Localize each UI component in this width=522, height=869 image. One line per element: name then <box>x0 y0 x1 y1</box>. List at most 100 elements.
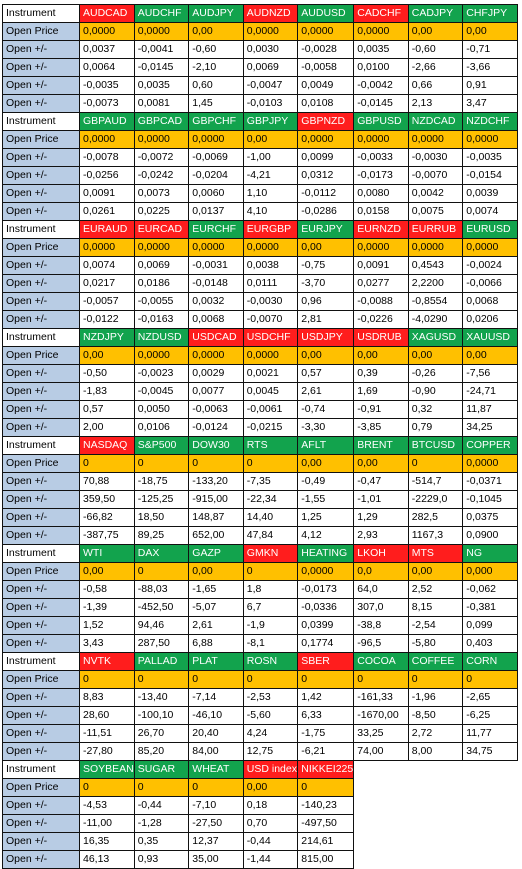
open-delta-cell[interactable]: 1,52 <box>79 616 135 635</box>
instrument-symbol-cell[interactable]: CORN <box>462 652 518 671</box>
open-price-cell[interactable]: 0 <box>188 454 244 473</box>
instrument-symbol-cell[interactable]: ROSN <box>242 652 299 671</box>
open-delta-cell[interactable]: 282,5 <box>407 508 464 527</box>
open-delta-cell[interactable]: -0,0045 <box>133 382 190 401</box>
open-delta-label[interactable]: Open +/- <box>2 832 80 851</box>
open-delta-cell[interactable]: 0,0073 <box>133 184 190 203</box>
open-price-cell[interactable]: 0 <box>242 562 299 581</box>
open-delta-cell[interactable]: 0,57 <box>79 400 135 419</box>
instrument-label[interactable]: Instrument <box>2 544 80 563</box>
open-delta-cell[interactable]: -5,80 <box>407 634 464 653</box>
open-price-cell[interactable]: 0,0000 <box>133 130 190 149</box>
open-delta-cell[interactable]: -1,01 <box>353 490 409 509</box>
open-delta-cell[interactable]: 20,40 <box>188 724 244 743</box>
open-delta-cell[interactable]: -3,66 <box>462 58 518 77</box>
open-delta-cell[interactable]: 6,33 <box>297 706 355 725</box>
open-delta-cell[interactable]: -0,0058 <box>297 58 355 77</box>
open-delta-cell[interactable]: 8,15 <box>407 598 464 617</box>
open-delta-cell[interactable]: 0,35 <box>133 832 190 851</box>
instrument-symbol-cell[interactable]: MTS <box>407 544 464 563</box>
open-price-cell[interactable]: 0 <box>462 670 518 689</box>
instrument-symbol-cell[interactable]: USDRUB <box>353 328 409 347</box>
open-delta-cell[interactable]: -0,44 <box>133 796 190 815</box>
open-delta-cell[interactable]: -0,062 <box>462 580 518 599</box>
open-delta-cell[interactable]: -0,0371 <box>462 472 518 491</box>
instrument-symbol-cell[interactable]: RTS <box>242 436 299 455</box>
open-delta-cell[interactable]: 0,0069 <box>133 256 190 275</box>
open-delta-cell[interactable]: -0,0063 <box>188 400 244 419</box>
instrument-symbol-cell[interactable]: NZDJPY <box>79 328 135 347</box>
open-price-cell[interactable]: 0,0000 <box>297 130 355 149</box>
open-price-cell[interactable]: 0,00 <box>297 454 355 473</box>
open-delta-cell[interactable]: -0,0215 <box>242 418 299 437</box>
open-delta-label[interactable]: Open +/- <box>2 580 80 599</box>
open-price-cell[interactable]: 0 <box>133 670 190 689</box>
open-delta-label[interactable]: Open +/- <box>2 76 80 95</box>
open-delta-cell[interactable]: -0,0030 <box>407 148 464 167</box>
open-delta-cell[interactable]: -0,1045 <box>462 490 518 509</box>
open-delta-cell[interactable]: -4,21 <box>242 166 299 185</box>
instrument-symbol-cell[interactable]: COFFEE <box>407 652 464 671</box>
instrument-symbol-cell[interactable]: SBER <box>297 652 355 671</box>
open-price-cell[interactable]: 0,00 <box>462 346 518 365</box>
open-delta-cell[interactable]: -0,0073 <box>79 94 135 113</box>
open-delta-cell[interactable]: -7,10 <box>188 796 244 815</box>
open-price-cell[interactable]: 0 <box>79 778 135 797</box>
instrument-symbol-cell[interactable]: COCOA <box>353 652 409 671</box>
open-price-cell[interactable]: 0,00 <box>297 238 355 257</box>
open-price-cell[interactable]: 0,0000 <box>188 130 244 149</box>
open-delta-label[interactable]: Open +/- <box>2 598 80 617</box>
open-delta-cell[interactable]: -0,0030 <box>242 292 299 311</box>
open-delta-cell[interactable]: 0,0035 <box>133 76 190 95</box>
open-delta-cell[interactable]: -22,34 <box>242 490 299 509</box>
open-price-cell[interactable]: 0,00 <box>297 346 355 365</box>
open-price-cell[interactable]: 0,00 <box>353 454 409 473</box>
open-delta-cell[interactable]: 2,13 <box>407 94 464 113</box>
open-delta-cell[interactable]: -88,03 <box>133 580 190 599</box>
open-delta-label[interactable]: Open +/- <box>2 850 80 869</box>
open-price-cell[interactable]: 0,0000 <box>188 346 244 365</box>
open-delta-cell[interactable]: 0,0900 <box>462 526 518 545</box>
open-delta-cell[interactable]: 0,0206 <box>462 310 518 329</box>
open-delta-cell[interactable]: -0,0070 <box>242 310 299 329</box>
open-delta-cell[interactable]: -161,33 <box>353 688 409 707</box>
open-delta-cell[interactable]: 1,8 <box>242 580 299 599</box>
open-delta-cell[interactable]: 1167,3 <box>407 526 464 545</box>
open-delta-label[interactable]: Open +/- <box>2 418 80 437</box>
open-delta-cell[interactable]: 74,00 <box>353 742 409 761</box>
instrument-symbol-cell[interactable]: AUDNZD <box>242 4 299 23</box>
open-delta-cell[interactable]: -1,39 <box>79 598 135 617</box>
open-price-cell[interactable]: 0,000 <box>462 562 518 581</box>
open-delta-cell[interactable]: -3,85 <box>353 418 409 437</box>
open-price-label[interactable]: Open Price <box>2 562 80 581</box>
instrument-symbol-cell[interactable]: NVTK <box>79 652 135 671</box>
open-delta-cell[interactable]: -1,65 <box>188 580 244 599</box>
open-delta-cell[interactable]: 2,61 <box>188 616 244 635</box>
open-price-label[interactable]: Open Price <box>2 778 80 797</box>
instrument-symbol-cell[interactable]: AUDCHF <box>133 4 190 23</box>
instrument-symbol-cell[interactable]: BTCUSD <box>407 436 464 455</box>
open-delta-cell[interactable]: -6,25 <box>462 706 518 725</box>
open-delta-cell[interactable]: 0,0137 <box>188 202 244 221</box>
open-delta-cell[interactable]: -0,26 <box>407 364 464 383</box>
open-delta-cell[interactable]: 0,0074 <box>79 256 135 275</box>
open-delta-cell[interactable]: 815,00 <box>297 850 355 869</box>
open-delta-cell[interactable]: -514,7 <box>407 472 464 491</box>
open-price-cell[interactable]: 0,00 <box>242 130 299 149</box>
open-delta-cell[interactable]: 2,81 <box>297 310 355 329</box>
instrument-symbol-cell[interactable]: AUDJPY <box>188 4 244 23</box>
open-delta-label[interactable]: Open +/- <box>2 796 80 815</box>
open-delta-label[interactable]: Open +/- <box>2 400 80 419</box>
open-delta-cell[interactable]: 0,0064 <box>79 58 135 77</box>
open-price-cell[interactable]: 0,00 <box>242 778 299 797</box>
open-delta-cell[interactable]: -0,0154 <box>462 166 518 185</box>
instrument-symbol-cell[interactable]: USD index <box>242 760 299 779</box>
open-delta-cell[interactable]: -0,49 <box>297 472 355 491</box>
open-delta-cell[interactable]: 652,00 <box>188 526 244 545</box>
open-delta-cell[interactable]: -11,51 <box>79 724 135 743</box>
open-delta-cell[interactable]: 0,93 <box>133 850 190 869</box>
instrument-symbol-cell[interactable]: USDCAD <box>188 328 244 347</box>
open-delta-label[interactable]: Open +/- <box>2 526 80 545</box>
open-delta-cell[interactable]: -0,0035 <box>79 76 135 95</box>
open-delta-cell[interactable]: -0,0070 <box>407 166 464 185</box>
